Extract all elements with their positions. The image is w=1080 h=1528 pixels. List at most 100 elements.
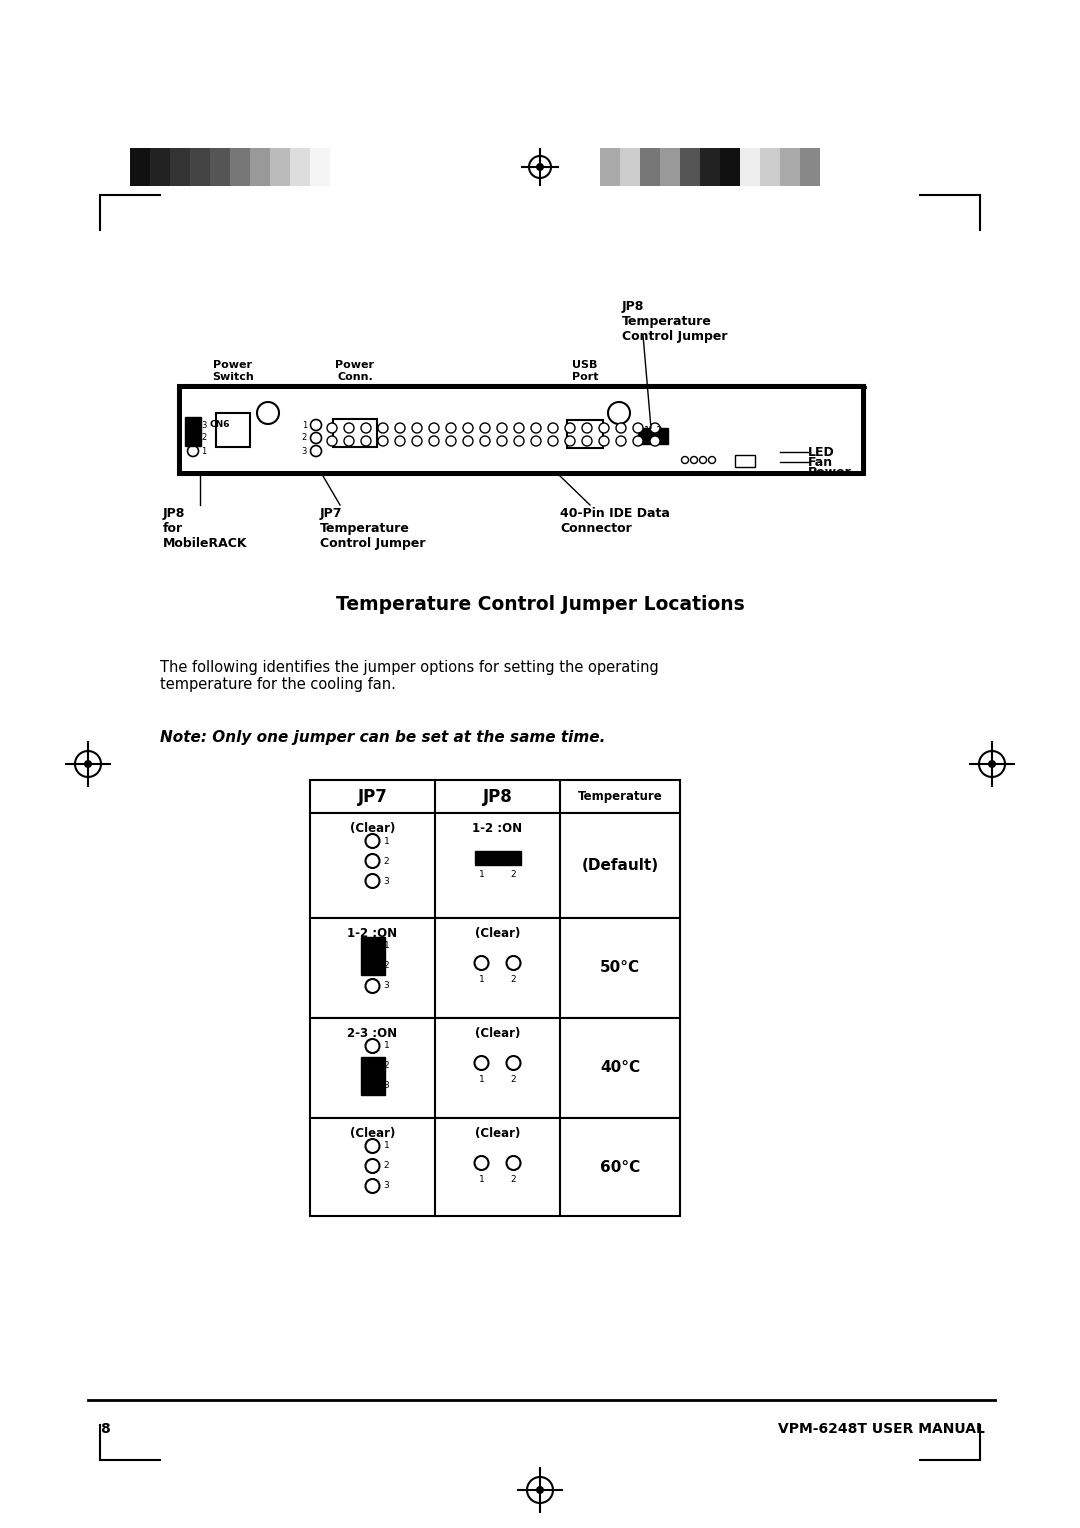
Bar <box>361 1057 384 1096</box>
Bar <box>130 148 150 186</box>
Bar <box>567 420 603 448</box>
Bar <box>150 148 170 186</box>
Bar <box>660 148 680 186</box>
Bar <box>720 148 740 186</box>
Text: (Clear): (Clear) <box>475 1128 521 1140</box>
Bar <box>600 148 620 186</box>
Bar <box>249 148 270 186</box>
Text: LED: LED <box>808 446 835 458</box>
Circle shape <box>411 435 422 446</box>
Text: 3: 3 <box>383 877 389 886</box>
Text: VPM-6248T USER MANUAL: VPM-6248T USER MANUAL <box>778 1423 985 1436</box>
Bar <box>210 148 230 186</box>
Bar <box>178 385 865 475</box>
Circle shape <box>188 432 199 443</box>
Circle shape <box>311 420 322 431</box>
Bar <box>216 413 249 448</box>
Circle shape <box>497 435 507 446</box>
Circle shape <box>650 423 660 432</box>
Bar <box>700 148 720 186</box>
Bar <box>310 148 330 186</box>
Bar <box>361 937 384 975</box>
Bar <box>760 148 780 186</box>
Text: 2: 2 <box>383 857 389 865</box>
Circle shape <box>548 423 558 432</box>
Text: JP8: JP8 <box>483 787 512 805</box>
Circle shape <box>361 423 372 432</box>
Bar <box>680 148 700 186</box>
Text: 1-2 :ON: 1-2 :ON <box>348 927 397 940</box>
Text: 1: 1 <box>383 1042 389 1051</box>
Circle shape <box>446 435 456 446</box>
Text: 2: 2 <box>511 1076 516 1083</box>
Text: 2: 2 <box>201 434 206 443</box>
Bar <box>170 148 190 186</box>
Text: 1: 1 <box>383 836 389 845</box>
Circle shape <box>365 874 379 888</box>
Bar <box>800 148 820 186</box>
Text: (Clear): (Clear) <box>350 1128 395 1140</box>
Circle shape <box>507 1056 521 1070</box>
Circle shape <box>257 402 279 423</box>
Text: 2: 2 <box>383 1161 389 1170</box>
Text: JP7: JP7 <box>357 787 388 805</box>
Circle shape <box>365 979 379 993</box>
Circle shape <box>411 423 422 432</box>
Text: USB
Port: USB Port <box>571 361 598 382</box>
Circle shape <box>582 435 592 446</box>
Circle shape <box>345 423 354 432</box>
Circle shape <box>531 435 541 446</box>
Circle shape <box>527 1478 553 1504</box>
Circle shape <box>327 435 337 446</box>
Text: 3: 3 <box>383 1082 389 1091</box>
Text: Fan: Fan <box>808 455 833 469</box>
Text: 1: 1 <box>478 1175 484 1184</box>
Circle shape <box>988 759 996 769</box>
Bar <box>740 148 760 186</box>
Bar <box>310 1018 680 1118</box>
Text: 2: 2 <box>658 446 664 455</box>
Bar <box>270 148 291 186</box>
Text: 8: 8 <box>100 1423 110 1436</box>
Text: 1  2: 1 2 <box>644 426 662 435</box>
Bar <box>185 417 201 446</box>
Circle shape <box>311 432 322 443</box>
Circle shape <box>599 423 609 432</box>
Text: 2-3 :ON: 2-3 :ON <box>348 1027 397 1041</box>
Text: 3: 3 <box>383 1181 389 1190</box>
Circle shape <box>565 435 575 446</box>
Text: 50°C: 50°C <box>599 961 640 975</box>
Text: JP8
Temperature
Control Jumper: JP8 Temperature Control Jumper <box>622 299 728 342</box>
Text: 2: 2 <box>511 975 516 984</box>
Text: 40°C: 40°C <box>599 1060 640 1076</box>
Text: 60°C: 60°C <box>599 1160 640 1175</box>
Text: 1: 1 <box>478 1076 484 1083</box>
Bar <box>333 419 377 448</box>
Circle shape <box>616 435 626 446</box>
Text: Power
Switch: Power Switch <box>212 361 254 382</box>
Circle shape <box>365 834 379 848</box>
Text: 1-2 :ON: 1-2 :ON <box>472 822 523 834</box>
Circle shape <box>599 435 609 446</box>
Text: JP8
for
MobileRACK: JP8 for MobileRACK <box>163 507 247 550</box>
Circle shape <box>365 1180 379 1193</box>
Bar <box>330 148 350 186</box>
Circle shape <box>514 435 524 446</box>
Text: 2: 2 <box>301 434 307 443</box>
Circle shape <box>395 423 405 432</box>
Text: 1: 1 <box>383 1141 389 1151</box>
Bar <box>230 148 249 186</box>
Circle shape <box>978 750 1005 778</box>
Bar <box>735 455 755 468</box>
Circle shape <box>463 423 473 432</box>
Circle shape <box>365 1138 379 1154</box>
Text: 2: 2 <box>383 1062 389 1071</box>
Circle shape <box>708 457 715 463</box>
Text: (Clear): (Clear) <box>475 1027 521 1041</box>
Text: 2: 2 <box>511 869 516 879</box>
Bar <box>620 148 640 186</box>
Circle shape <box>378 435 388 446</box>
Text: 3: 3 <box>201 420 206 429</box>
Circle shape <box>188 420 199 431</box>
Bar <box>310 813 680 918</box>
